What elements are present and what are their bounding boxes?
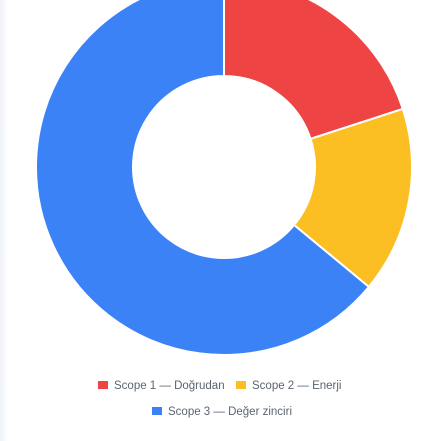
donut-slice-2[interactable]	[293, 107, 413, 288]
legend-label-2[interactable]: Scope 2 — Enerji	[252, 380, 342, 392]
legend-label-3[interactable]: Scope 3 — Değer zinciri	[168, 406, 292, 418]
donut-slice-3[interactable]	[35, 0, 370, 356]
legend-label-1[interactable]: Scope 1 — Doğrudan	[114, 380, 225, 392]
legend-swatch-2	[236, 381, 246, 389]
panel-edge	[0, 0, 8, 441]
chart-legend: Scope 1 — Doğrudan Scope 2 — Enerji Scope …	[98, 380, 342, 418]
donut-slice-1[interactable]	[223, 0, 404, 140]
donut-slices	[35, 0, 413, 356]
legend-swatch-3	[152, 407, 162, 415]
legend-swatch-1	[98, 381, 108, 389]
